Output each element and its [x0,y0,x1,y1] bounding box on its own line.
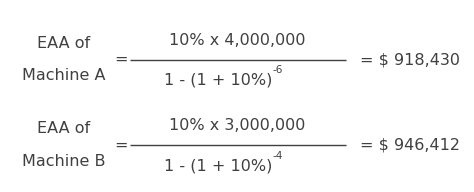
Text: Machine B: Machine B [22,154,106,169]
Text: 1 - (1 + 10%): 1 - (1 + 10%) [164,73,272,88]
Text: Machine A: Machine A [22,68,106,83]
Text: -6: -6 [273,65,283,75]
Text: -4: -4 [273,151,283,161]
Text: EAA of: EAA of [37,121,91,136]
Text: =: = [114,52,128,67]
Text: =: = [114,137,128,152]
Text: 1 - (1 + 10%): 1 - (1 + 10%) [164,159,272,174]
Text: 10% x 4,000,000: 10% x 4,000,000 [169,33,305,48]
Text: = $ 946,412: = $ 946,412 [360,137,460,152]
Text: = $ 918,430: = $ 918,430 [360,52,460,67]
Text: EAA of: EAA of [37,36,91,51]
Text: 10% x 3,000,000: 10% x 3,000,000 [169,118,305,133]
